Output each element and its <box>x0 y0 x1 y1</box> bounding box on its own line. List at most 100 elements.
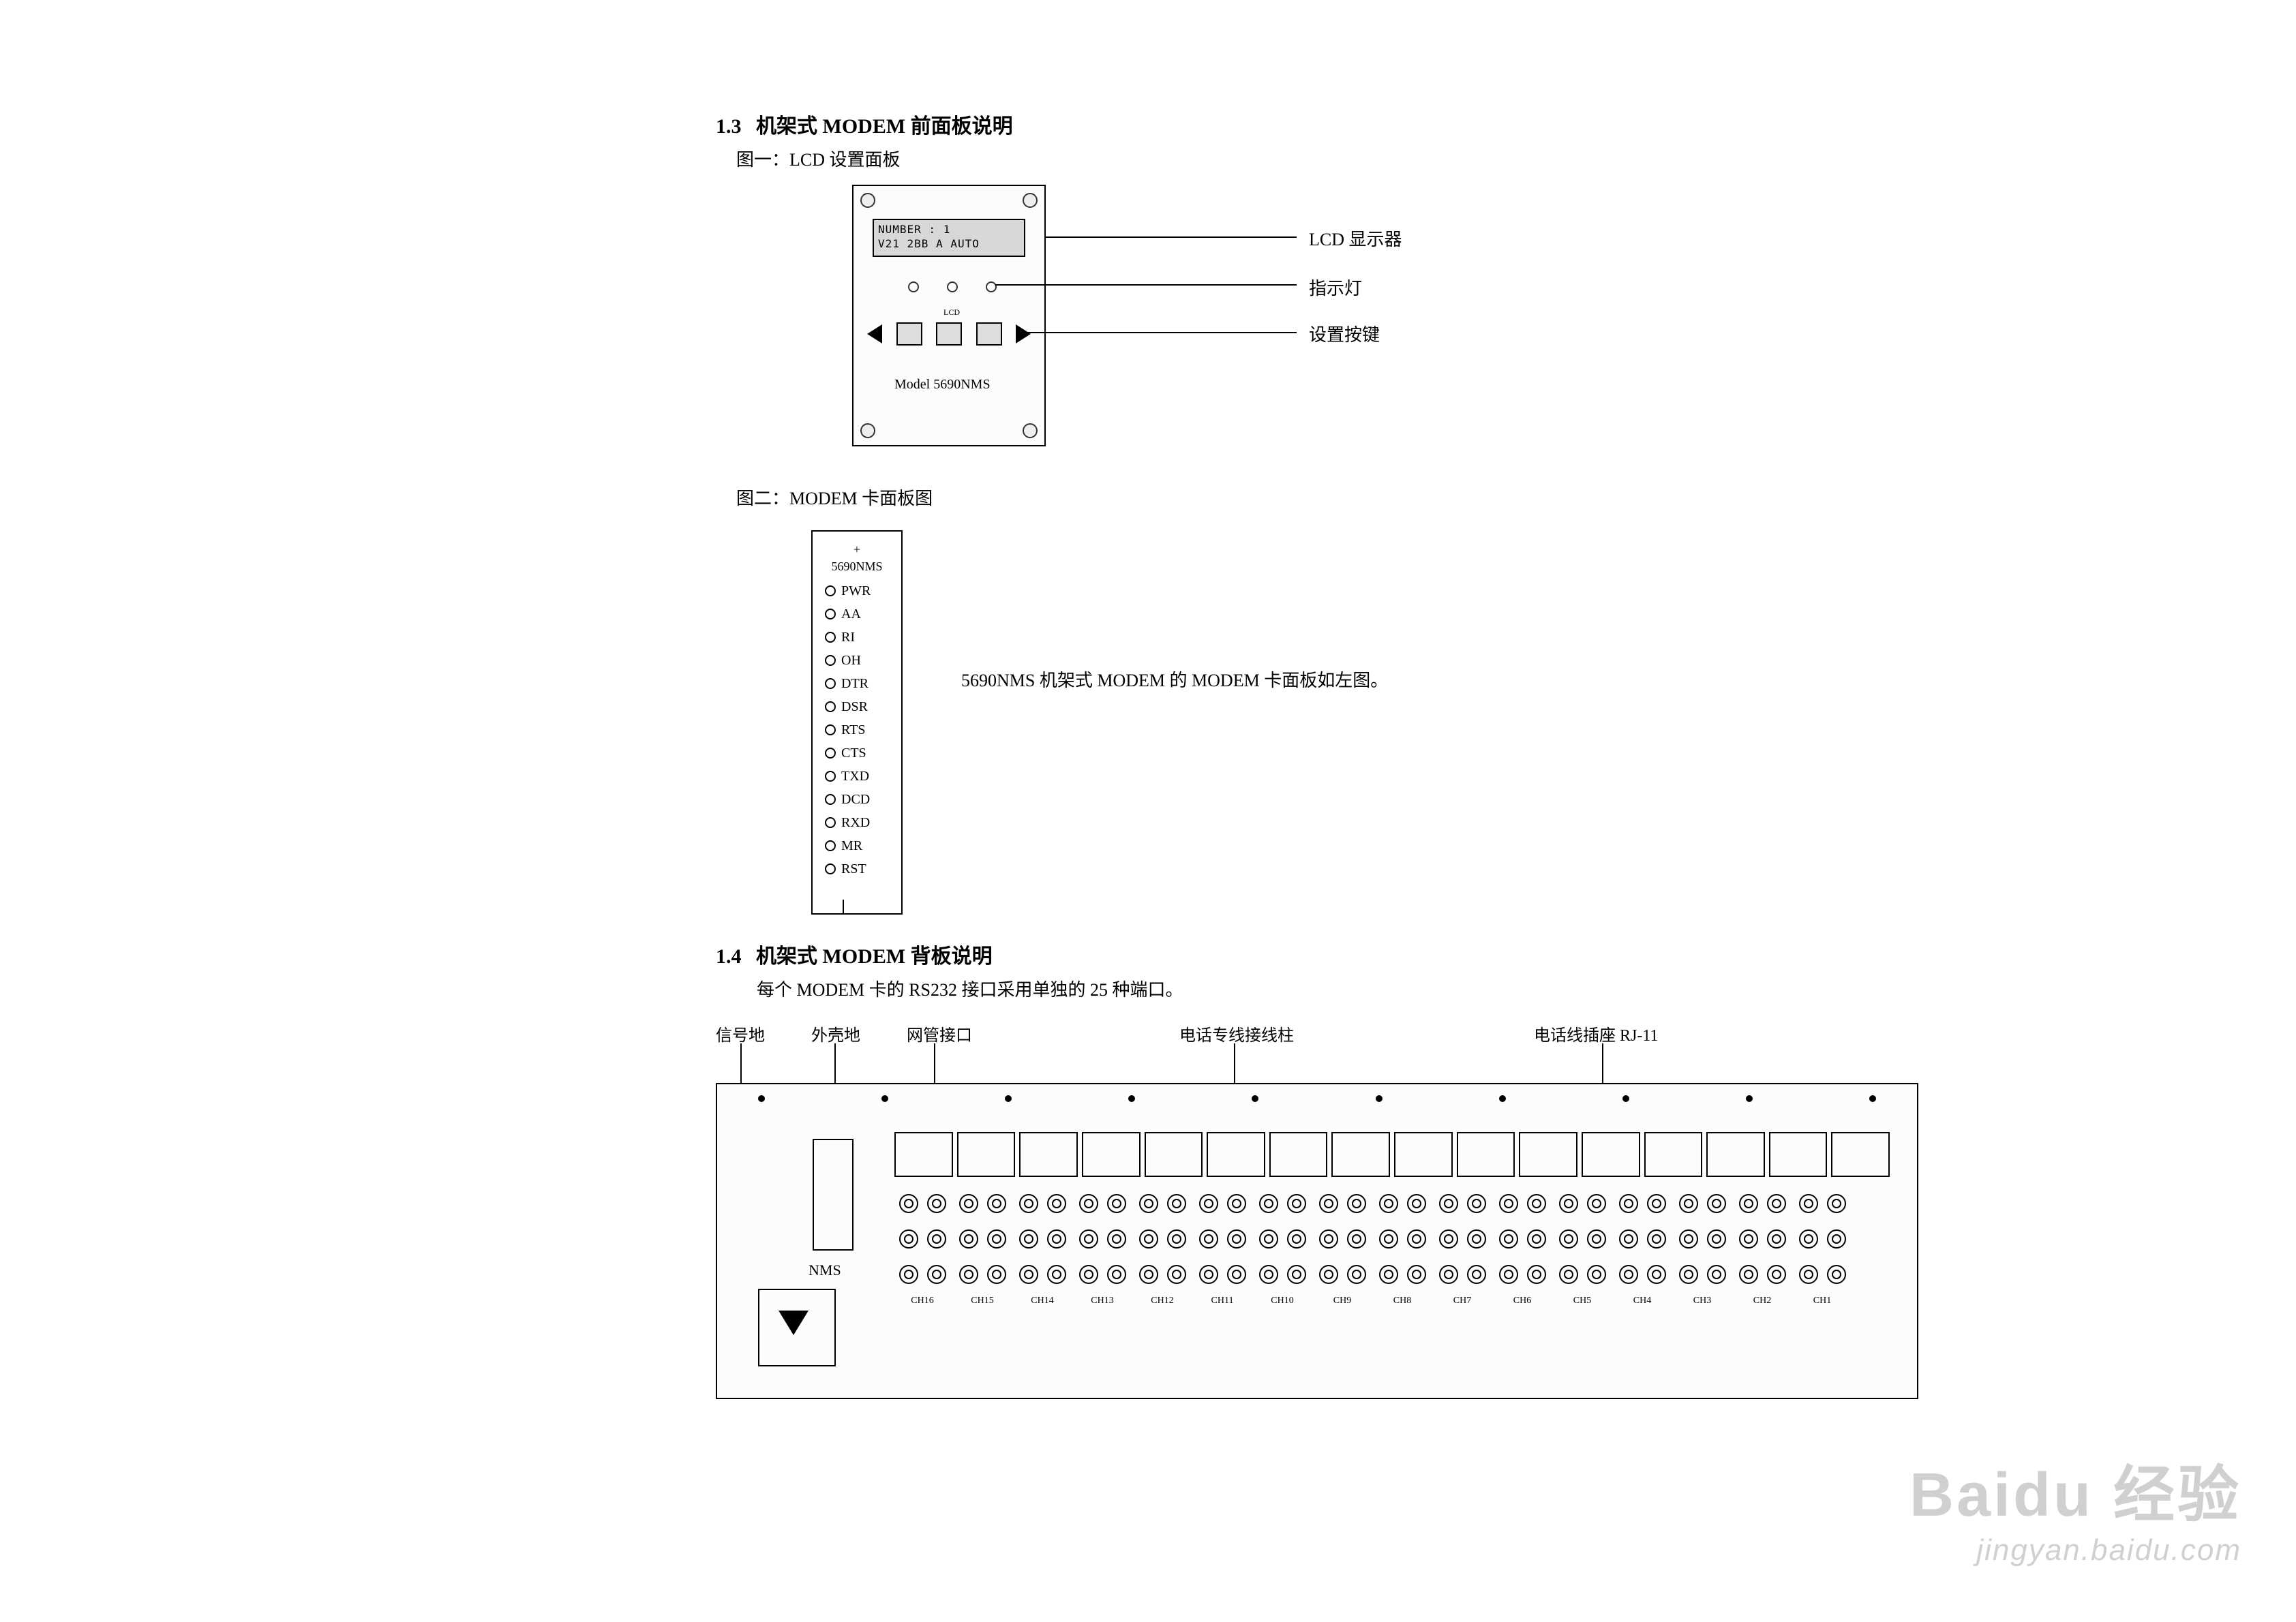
card-led-item: RST <box>825 857 901 881</box>
terminal-slot <box>1014 1225 1070 1253</box>
rj11-slot <box>1145 1132 1203 1177</box>
channel-label: CH16 <box>894 1296 950 1306</box>
rj11-slot <box>1082 1132 1141 1177</box>
terminal-post-icon <box>1527 1265 1546 1284</box>
card-led-item: RTS <box>825 718 901 741</box>
terminal-post-icon <box>1679 1229 1698 1249</box>
terminal-post-icon <box>1167 1194 1186 1213</box>
terminal-post-icon <box>1499 1265 1518 1284</box>
card-led-item: TXD <box>825 765 901 788</box>
callout-line <box>1044 236 1297 238</box>
led-circle-icon <box>825 863 836 874</box>
channel-label: CH5 <box>1554 1296 1610 1306</box>
label-nms-port: 网管接口 <box>907 1022 972 1045</box>
terminal-slot <box>1554 1189 1610 1218</box>
terminal-post-icon <box>1347 1265 1366 1284</box>
terminal-slot <box>1554 1260 1610 1289</box>
card-model: 5690NMS <box>813 560 901 574</box>
terminal-post-icon <box>1079 1265 1098 1284</box>
screw-dot-icon <box>1376 1095 1383 1102</box>
terminal-post-icon <box>1827 1229 1846 1249</box>
fig1-caption: 图一：LCD 设置面板 <box>736 146 1943 171</box>
rj11-slot <box>1769 1132 1828 1177</box>
card-led-item: CTS <box>825 741 901 765</box>
terminal-post-icon <box>1287 1194 1306 1213</box>
channel-label: CH8 <box>1374 1296 1430 1306</box>
terminal-post-icon <box>1587 1265 1606 1284</box>
terminal-slot <box>894 1225 950 1253</box>
terminal-post-icon <box>1767 1194 1786 1213</box>
terminal-slot <box>894 1189 950 1218</box>
terminal-post-icon <box>899 1229 918 1249</box>
rj11-slot <box>1519 1132 1577 1177</box>
terminal-post-icon <box>1407 1229 1426 1249</box>
lcd-display: NUMBER : 1 V21 2BB A AUTO <box>873 219 1025 257</box>
modem-card-panel: + 5690NMS PWRAARIOHDTRDSRRTSCTSTXDDCDRXD… <box>811 530 903 915</box>
led-circle-icon <box>825 678 836 689</box>
terminal-post-icon <box>899 1194 918 1213</box>
led-circle-icon <box>825 724 836 735</box>
led-circle-icon <box>825 817 836 828</box>
terminal-post-icon <box>1227 1229 1246 1249</box>
led-name: DTR <box>841 676 868 692</box>
nms-port-box <box>813 1139 854 1251</box>
arrow-right-icon <box>1016 324 1031 343</box>
terminal-post-icon <box>1347 1229 1366 1249</box>
panel-button <box>896 322 922 346</box>
terminal-post-icon <box>1799 1265 1818 1284</box>
terminal-slot <box>1794 1189 1850 1218</box>
callout-line <box>995 284 1297 286</box>
terminal-slot <box>1194 1189 1250 1218</box>
back-screw-row <box>758 1095 1876 1102</box>
terminal-slot <box>1134 1260 1190 1289</box>
terminal-post-icon <box>1619 1194 1638 1213</box>
figure-back-panel: 信号地 外壳地 网管接口 电话专线接线柱 电话线插座 RJ-11 <box>716 1022 1922 1430</box>
section-title: 机架式 MODEM 背板说明 <box>756 945 993 968</box>
channel-label: CH13 <box>1074 1296 1130 1306</box>
terminal-post-icon <box>1439 1194 1458 1213</box>
channel-label: CH4 <box>1614 1296 1670 1306</box>
section-number: 1.3 <box>716 115 742 138</box>
channel-label: CH6 <box>1494 1296 1550 1306</box>
terminal-post-icon <box>1559 1229 1578 1249</box>
terminal-post-icon <box>1467 1265 1486 1284</box>
label-chassis-ground: 外壳地 <box>811 1022 860 1045</box>
terminal-post-icon <box>1199 1229 1218 1249</box>
channel-label: CH11 <box>1194 1296 1250 1306</box>
terminal-post-icon <box>1107 1229 1126 1249</box>
terminal-post-icon <box>927 1229 946 1249</box>
terminal-post-icon <box>1319 1265 1338 1284</box>
led-circle-icon <box>825 794 836 805</box>
led-name: DCD <box>841 792 870 808</box>
terminal-slot <box>1314 1189 1370 1218</box>
channel-label: CH3 <box>1674 1296 1730 1306</box>
channel-label: CH7 <box>1434 1296 1490 1306</box>
channel-grid: CH16CH15CH14CH13CH12CH11CH10CH9CH8CH7CH6… <box>894 1132 1890 1306</box>
terminal-slot <box>894 1260 950 1289</box>
panel-button <box>936 322 962 346</box>
rj11-slot <box>957 1132 1016 1177</box>
terminal-post-icon <box>1739 1265 1758 1284</box>
terminal-post-icon <box>1379 1229 1398 1249</box>
card-led-item: AA <box>825 602 901 626</box>
channel-label: CH12 <box>1134 1296 1190 1306</box>
terminal-slot <box>1494 1260 1550 1289</box>
terminal-slot <box>1794 1260 1850 1289</box>
terminal-slot <box>1674 1189 1730 1218</box>
terminal-slot <box>1554 1225 1610 1253</box>
terminal-post-icon <box>1827 1194 1846 1213</box>
terminal-slot <box>1434 1260 1490 1289</box>
rj11-slot <box>1207 1132 1265 1177</box>
section-1-3-heading: 1.3 机架式 MODEM 前面板说明 <box>716 109 1943 139</box>
fig2-description: 5690NMS 机架式 MODEM 的 MODEM 卡面板如左图。 <box>961 667 1388 692</box>
setting-button-row <box>867 322 1031 346</box>
terminal-post-icon <box>1439 1265 1458 1284</box>
terminal-slot <box>1014 1189 1070 1218</box>
led-name: AA <box>841 607 861 622</box>
terminal-slot <box>1254 1260 1310 1289</box>
screw-icon <box>1023 193 1038 208</box>
screw-dot-icon <box>1622 1095 1629 1102</box>
led-name: PWR <box>841 583 871 599</box>
terminal-post-icon <box>1259 1265 1278 1284</box>
terminal-post-icon <box>1679 1194 1698 1213</box>
